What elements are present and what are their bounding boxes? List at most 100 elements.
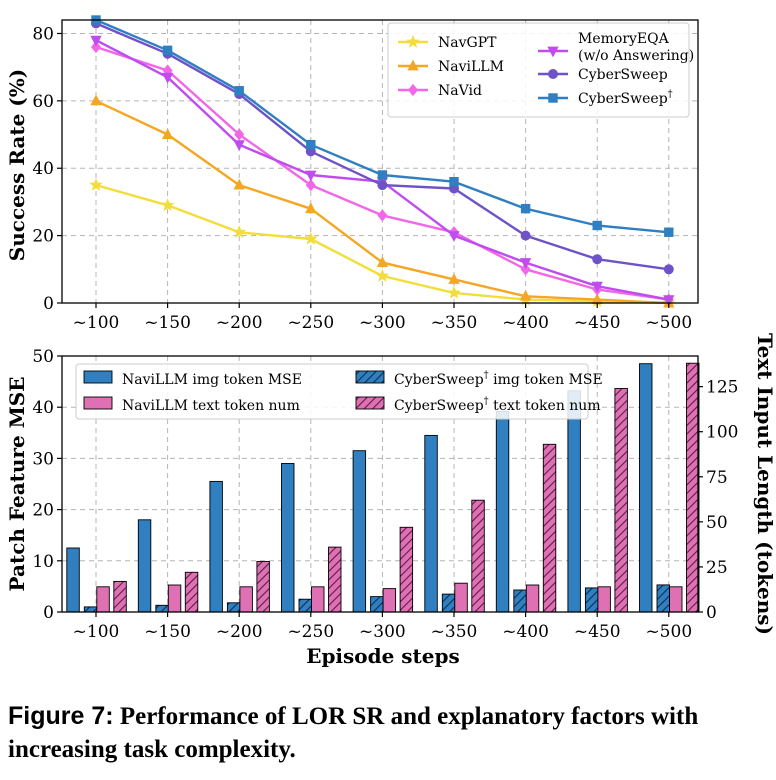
top-series-group: [89, 15, 676, 309]
top-y-axis-label: Success Rate (%): [5, 69, 29, 261]
bottom-legend-entry: NaviLLM text token num: [83, 396, 300, 414]
bottom-legend-entry: CyberSweep† text token num: [355, 396, 601, 414]
bar: [686, 362, 700, 613]
bottom-x-tick-label: ~300: [359, 622, 406, 642]
legend-bar-swatch: [355, 396, 385, 410]
bar: [399, 526, 414, 613]
top-y-tick-label: 40: [32, 159, 54, 179]
bar: [639, 363, 653, 613]
data-point: [234, 128, 245, 141]
success-rate-line-chart: 0 20 40 60 80 ~100 ~150 ~200 ~250 ~300 ~350 ~400 ~45…: [5, 15, 699, 333]
bar: [382, 588, 397, 613]
top-plot-frame: [61, 19, 699, 304]
data-point: [520, 203, 531, 214]
top-x-tick-label: ~150: [144, 313, 191, 333]
bottom-left-y-tick-label: 0: [43, 603, 54, 623]
top-legend-entry: NaVid: [398, 83, 482, 99]
legend-marker: [406, 34, 420, 48]
legend-label: NaviLLM img token MSE: [122, 372, 302, 388]
bar: [597, 586, 611, 613]
top-ticks: 0 20 40 60 80 ~100 ~150 ~200 ~250 ~300 ~350 ~400 ~45…: [32, 24, 692, 333]
data-point: [233, 140, 245, 152]
data-point: [376, 256, 389, 267]
bar: [424, 434, 438, 613]
bar: [614, 388, 628, 613]
data-point: [233, 178, 245, 190]
bar: [96, 586, 110, 613]
bar: [567, 390, 581, 613]
data-point: [304, 231, 318, 245]
bar: [226, 602, 241, 613]
legend-label: NavGPT: [438, 35, 497, 51]
data-point: [90, 35, 102, 47]
figure-caption-label: Figure 7:: [8, 702, 114, 730]
data-point: [591, 281, 603, 293]
bottom-left-y-tick-label: 40: [32, 398, 54, 418]
data-point: [232, 225, 246, 238]
data-point: [161, 72, 174, 84]
data-point: [305, 178, 316, 192]
top-legend-entry: CyberSweep: [538, 67, 668, 83]
data-point: [306, 139, 316, 150]
top-y-tick-label: 60: [32, 92, 54, 112]
bottom-x-tick-label: ~350: [431, 622, 478, 642]
legend-label: NaVid: [438, 83, 482, 99]
bar: [370, 596, 384, 613]
bar: [471, 499, 485, 613]
bottom-left-y-tick-label: 10: [32, 552, 54, 572]
data-point: [90, 40, 102, 54]
bar: [209, 480, 223, 613]
top-y-tick-label: 20: [32, 227, 54, 247]
data-point: [520, 263, 531, 276]
data-point: [89, 177, 103, 191]
legend-marker: [548, 69, 559, 80]
bar: [83, 606, 98, 613]
top-x-tick-label: ~500: [645, 313, 692, 333]
bar: [239, 586, 253, 613]
bottom-right-y-tick-label: 125: [706, 378, 738, 398]
figure-caption: Figure 7: Performance of LOR SR and expl…: [8, 700, 770, 766]
top-series-0: [89, 177, 676, 309]
top-x-tick-label: ~450: [574, 313, 621, 333]
data-point: [664, 227, 674, 237]
bar: [352, 450, 367, 613]
feature-mse-bar-chart: 0 10 20 30 40 50 0 25 50 75 100 125 ~100 ~150 ~200 ~250…: [5, 333, 776, 668]
data-point: [305, 202, 317, 214]
legend-label: CyberSweep† text token num: [394, 396, 601, 414]
bar: [669, 586, 683, 613]
bar: [584, 587, 599, 613]
data-point: [162, 45, 173, 56]
data-point: [592, 254, 603, 265]
legend-label: CyberSweep†: [578, 89, 673, 107]
bottom-x-tick-label: ~400: [502, 622, 549, 642]
bar: [454, 582, 468, 613]
top-x-tick-label: ~300: [359, 313, 406, 333]
bottom-x-tick-label: ~250: [287, 622, 334, 642]
data-point: [160, 198, 175, 212]
data-point: [375, 268, 390, 282]
bar: [184, 571, 199, 613]
bar: [137, 519, 152, 613]
bar: [656, 584, 670, 613]
bar: [281, 463, 295, 613]
bottom-right-y-tick-label: 50: [706, 513, 728, 533]
bottom-x-axis-label: Episode steps: [306, 644, 460, 668]
figure: 0 20 40 60 80 ~100 ~150 ~200 ~250 ~300 ~350 ~400 ~45…: [5, 15, 776, 668]
bar: [298, 598, 312, 613]
top-legend-entry: NaviLLM: [398, 59, 504, 75]
top-x-tick-label: ~200: [216, 313, 263, 333]
bottom-series-1: [83, 584, 670, 613]
top-x-tick-label: ~400: [502, 313, 549, 333]
legend-marker: [547, 46, 559, 58]
top-legend-entry: CyberSweep†: [538, 89, 673, 107]
bottom-x-tick-label: ~150: [144, 622, 191, 642]
data-point: [449, 177, 459, 187]
data-point: [234, 86, 244, 96]
bottom-left-y-tick-label: 30: [32, 449, 54, 469]
top-legend-entry: MemoryEQA(w/o Answering): [538, 31, 694, 64]
bottom-right-y-tick-label: 0: [706, 603, 717, 623]
bar: [441, 593, 456, 613]
bar: [113, 580, 127, 613]
top-legend-box: [387, 22, 690, 118]
bar: [311, 586, 325, 613]
